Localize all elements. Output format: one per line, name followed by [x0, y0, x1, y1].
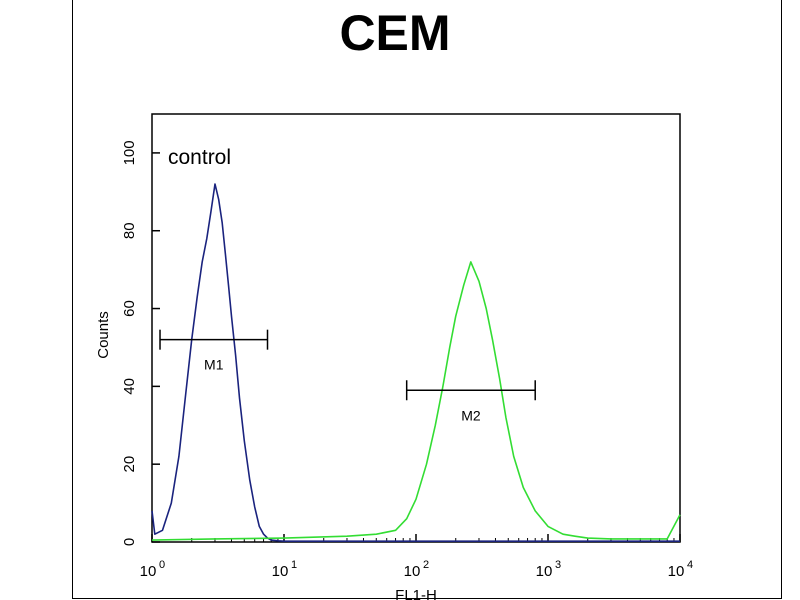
- marker-m2-label: M2: [461, 407, 481, 423]
- x-axis-label: FL1-H: [395, 587, 437, 600]
- y-tick-label-40: 40: [121, 378, 138, 395]
- x-tick-label-10000: 10: [668, 563, 685, 580]
- figure-frame: [72, 0, 782, 599]
- y-tick-label-20: 20: [121, 456, 138, 473]
- x-tick-exponent-10: 1: [291, 559, 297, 571]
- marker-m1-label: M1: [204, 357, 224, 373]
- series-layer: [151, 183, 681, 542]
- y-tick-label-100: 100: [121, 140, 138, 165]
- plot-area: [151, 113, 681, 543]
- y-axis-label: Counts: [95, 311, 112, 359]
- x-tick-label-1000: 10: [536, 563, 553, 580]
- x-tick-exponent-100: 2: [423, 559, 429, 571]
- x-tick-label-100: 10: [404, 563, 421, 580]
- x-tick-exponent-1: 0: [159, 559, 165, 571]
- control-annotation: control: [168, 146, 231, 169]
- y-tick-label-0: 0: [121, 538, 138, 546]
- y-tick-label-60: 60: [121, 300, 138, 317]
- chart-title: CEM: [339, 5, 451, 61]
- x-tick-exponent-10000: 4: [687, 559, 693, 571]
- marker-layer: M1 M2: [159, 329, 536, 423]
- x-tick-label-10: 10: [272, 563, 289, 580]
- y-tick-label-80: 80: [121, 222, 138, 239]
- histogram-series-2: [151, 261, 681, 541]
- histogram-series-1: [151, 183, 680, 542]
- x-tick-label-1: 10: [140, 563, 157, 580]
- x-tick-exponent-1000: 3: [555, 559, 561, 571]
